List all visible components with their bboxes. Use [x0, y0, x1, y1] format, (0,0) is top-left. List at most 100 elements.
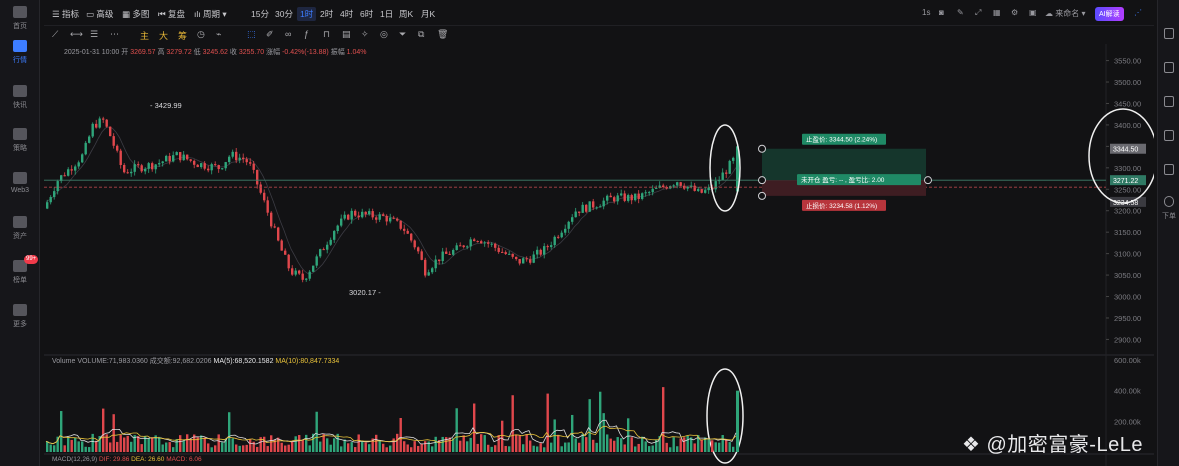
candle [641, 193, 644, 199]
edit-icon[interactable]: ✎ [957, 8, 964, 17]
document-icon[interactable] [1164, 28, 1174, 39]
order-icon[interactable] [1164, 196, 1174, 207]
nav-more[interactable]: 更多 [0, 304, 40, 329]
candle [287, 254, 290, 269]
candle [543, 246, 546, 255]
candle [263, 192, 266, 201]
interval-1mo[interactable]: 月K [421, 9, 436, 19]
nav-assets[interactable]: 资产 [0, 216, 40, 241]
main-chart-toggle[interactable]: 主 [140, 31, 150, 41]
copy-icon[interactable]: ⧉ [418, 29, 425, 39]
line-tool-icon[interactable]: ⟋ [52, 29, 59, 39]
nav-strategy[interactable]: 策略 [0, 128, 40, 153]
alert-icon[interactable]: ◷ [197, 29, 205, 39]
interval-30m[interactable]: 30分 [275, 9, 293, 19]
chart-bar-icon[interactable] [1164, 96, 1174, 107]
interval-4h[interactable]: 4时 [340, 9, 354, 19]
volume-bar [700, 439, 703, 452]
volume-bar [662, 387, 665, 452]
grid-icon[interactable]: ▦ [993, 8, 1001, 17]
volume-bar [732, 446, 735, 452]
clipboard-icon[interactable]: ▤ [342, 29, 351, 39]
formula-icon[interactable]: ƒ [304, 29, 310, 39]
layers-icon[interactable] [1164, 164, 1174, 175]
candle [420, 251, 423, 260]
candle [116, 145, 119, 151]
ai-interpret-button[interactable]: AI解读 [1095, 7, 1124, 21]
select-icon[interactable]: ⬚ [247, 29, 256, 39]
candle [651, 188, 654, 193]
volume-bar [224, 439, 227, 452]
fullscreen-icon[interactable]: ⤢ [975, 8, 982, 17]
volume-ma10-line [45, 425, 737, 445]
multi-chart-button[interactable]: ▦ 多图 [122, 9, 150, 19]
volume-bar [343, 439, 346, 452]
trash-icon[interactable]: 🗑 [437, 29, 449, 39]
link-icon[interactable]: ∞ [285, 29, 292, 39]
volume-bar [515, 434, 518, 452]
layout-name-dropdown[interactable]: ☁ 来命名 ▾ [1045, 9, 1086, 18]
period-dropdown[interactable]: ılı 周期 ▾ [194, 9, 227, 19]
candle [707, 187, 710, 191]
nav-home[interactable]: 首页 [0, 6, 40, 31]
candle [609, 195, 612, 198]
horizontal-line-icon[interactable]: ⟷ [70, 29, 83, 39]
interval-15m[interactable]: 15分 [251, 9, 269, 19]
volume-bar [546, 393, 549, 452]
interval-1h[interactable]: 1时 [297, 7, 317, 21]
volume-bar [105, 434, 108, 452]
candle [637, 193, 640, 199]
interval-1d[interactable]: 1日 [380, 9, 394, 19]
parallel-line-icon[interactable]: ☰ [90, 29, 99, 39]
settings-icon[interactable]: ⚙ [1011, 8, 1019, 17]
share-icon[interactable]: ⋰ [1134, 8, 1142, 17]
dollar-icon[interactable] [1164, 62, 1174, 73]
candle [189, 159, 192, 161]
filter-icon[interactable]: ⏷ [399, 29, 407, 39]
candle [392, 217, 395, 219]
price-chart[interactable]: 3550.003500.003450.003400.003350.003300.… [44, 44, 1154, 466]
volume-bar [665, 442, 668, 452]
large-order-toggle[interactable]: 大 [159, 31, 169, 41]
candle [445, 251, 448, 254]
pen-icon[interactable]: ✐ [266, 29, 274, 39]
nav-ranking[interactable]: 榜单 99+ [13, 255, 39, 284]
volume-bar [333, 438, 336, 452]
candle [672, 185, 675, 187]
web3-icon [13, 172, 27, 184]
price-tick-label: 3300.00 [1114, 164, 1141, 173]
nav-news[interactable]: 快讯 [0, 85, 40, 110]
indicator-button[interactable]: ☰ 指标 [52, 9, 79, 19]
replay-button[interactable]: ⏮ 复盘 [158, 9, 186, 19]
place-order-label[interactable]: 下单 [1162, 213, 1176, 220]
lock-icon[interactable]: ⊓ [323, 29, 331, 39]
analytics-icon[interactable] [1164, 130, 1174, 141]
interval-2h[interactable]: 2时 [320, 9, 334, 19]
volume-bar [543, 447, 546, 452]
volume-bar [532, 445, 535, 452]
target-icon[interactable]: ◎ [380, 29, 388, 39]
candle [417, 247, 420, 252]
volume-bar [504, 445, 507, 452]
interval-6h[interactable]: 6时 [360, 9, 374, 19]
volume-bar [683, 437, 686, 452]
candle [242, 157, 245, 160]
interval-1w[interactable]: 周K [399, 9, 414, 19]
volume-tick-label: 600.00k [1114, 356, 1141, 365]
trend-icon[interactable]: ⌁ [216, 29, 222, 39]
candle [98, 118, 101, 128]
camera-icon[interactable]: ◙ [939, 8, 944, 17]
volume-bar [392, 438, 395, 452]
nav-web3[interactable]: Web3 [0, 172, 40, 194]
more-tools-icon[interactable]: ⋯ [110, 29, 119, 39]
advanced-button[interactable]: ▭ 高级 [86, 9, 114, 19]
volume-bar [326, 438, 329, 452]
nav-market[interactable]: 行情 [0, 40, 40, 65]
candle [473, 239, 476, 242]
chip-toggle[interactable]: 筹 [178, 31, 188, 41]
refresh-interval[interactable]: 1s [922, 8, 931, 17]
candle [448, 253, 451, 255]
save-icon[interactable]: ▣ [1029, 8, 1037, 17]
candle [424, 259, 427, 276]
erase-icon[interactable]: ✧ [361, 29, 369, 39]
